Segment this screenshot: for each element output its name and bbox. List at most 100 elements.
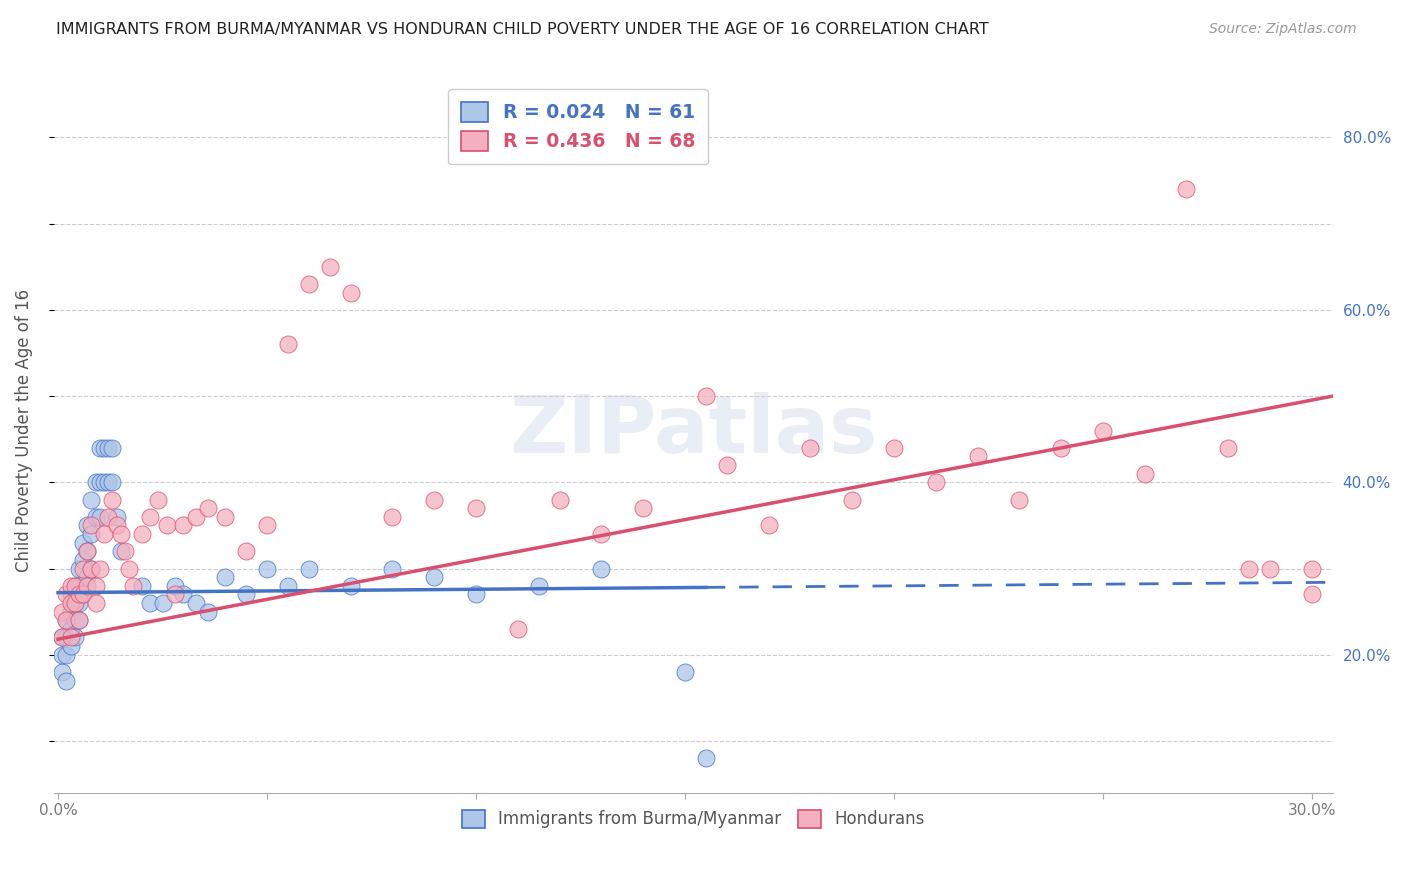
Point [59, 587, 82, 601]
Point [59, 622, 82, 636]
Point [55, 613, 77, 627]
Point [1008, 492, 1031, 507]
Point [55, 613, 77, 627]
Point [277, 337, 299, 351]
Point [80, 561, 103, 575]
Point [101, 475, 124, 490]
Point [506, 622, 529, 636]
Point [110, 527, 132, 541]
Point [339, 579, 361, 593]
Point [197, 501, 219, 516]
Point [156, 518, 179, 533]
Point [51, 631, 73, 645]
Point [55, 587, 77, 601]
Point [1237, 561, 1260, 575]
Point [72, 535, 94, 549]
Point [118, 561, 141, 575]
Point [67, 613, 90, 627]
Text: ZIPatlas: ZIPatlas [509, 392, 877, 469]
Point [966, 450, 988, 464]
Point [139, 596, 162, 610]
Point [214, 509, 236, 524]
Point [423, 492, 446, 507]
Point [925, 475, 948, 490]
Point [101, 492, 124, 507]
Point [76, 570, 98, 584]
Point [172, 518, 194, 533]
Point [381, 561, 404, 575]
Point [76, 544, 98, 558]
Point [63, 596, 86, 610]
Text: IMMIGRANTS FROM BURMA/MYANMAR VS HONDURAN CHILD POVERTY UNDER THE AGE OF 16 CORR: IMMIGRANTS FROM BURMA/MYANMAR VS HONDURA… [56, 22, 988, 37]
Point [163, 579, 186, 593]
Point [67, 579, 90, 593]
Point [148, 492, 170, 507]
Point [55, 673, 77, 688]
Point [1258, 561, 1281, 575]
Point [139, 509, 162, 524]
Point [72, 553, 94, 567]
Point [72, 587, 94, 601]
Point [93, 475, 115, 490]
Point [163, 587, 186, 601]
Point [63, 596, 86, 610]
Point [256, 518, 278, 533]
Point [1133, 467, 1156, 481]
Point [631, 501, 654, 516]
Point [591, 527, 613, 541]
Point [695, 389, 717, 403]
Point [67, 596, 90, 610]
Point [59, 596, 82, 610]
Point [93, 527, 115, 541]
Point [131, 527, 153, 541]
Point [67, 613, 90, 627]
Point [1218, 441, 1240, 455]
Point [84, 579, 107, 593]
Point [172, 587, 194, 601]
Point [55, 631, 77, 645]
Point [841, 492, 863, 507]
Point [298, 561, 321, 575]
Point [114, 544, 136, 558]
Point [89, 441, 111, 455]
Point [67, 561, 90, 575]
Point [318, 260, 340, 274]
Point [51, 665, 73, 679]
Point [799, 441, 821, 455]
Point [76, 579, 98, 593]
Point [76, 544, 98, 558]
Point [883, 441, 905, 455]
Point [97, 475, 120, 490]
Point [72, 561, 94, 575]
Point [152, 596, 174, 610]
Point [51, 605, 73, 619]
Point [527, 579, 550, 593]
Point [97, 441, 120, 455]
Point [105, 518, 128, 533]
Point [1175, 182, 1198, 196]
Point [214, 570, 236, 584]
Y-axis label: Child Poverty Under the Age of 16: Child Poverty Under the Age of 16 [15, 289, 32, 572]
Point [122, 579, 145, 593]
Text: Source: ZipAtlas.com: Source: ZipAtlas.com [1209, 22, 1357, 37]
Point [591, 561, 613, 575]
Point [197, 605, 219, 619]
Point [465, 501, 488, 516]
Point [235, 544, 257, 558]
Point [59, 605, 82, 619]
Point [59, 579, 82, 593]
Point [131, 579, 153, 593]
Point [59, 631, 82, 645]
Point [277, 579, 299, 593]
Point [63, 613, 86, 627]
Point [97, 509, 120, 524]
Point [235, 587, 257, 601]
Point [105, 509, 128, 524]
Point [84, 475, 107, 490]
Point [673, 665, 696, 679]
Point [63, 579, 86, 593]
Point [101, 441, 124, 455]
Point [80, 518, 103, 533]
Point [110, 544, 132, 558]
Point [55, 648, 77, 662]
